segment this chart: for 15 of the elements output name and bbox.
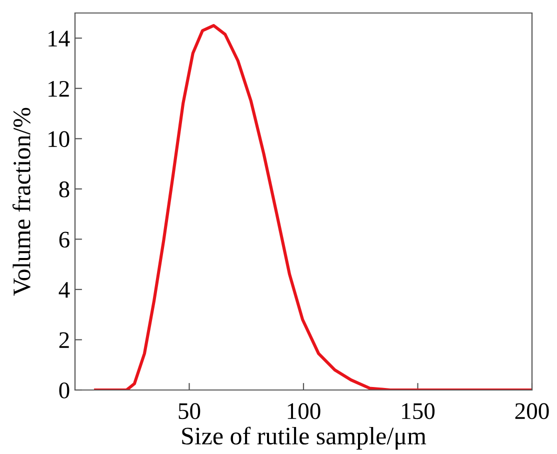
x-axis-title: Size of rutile sample/μm bbox=[182, 426, 426, 450]
y-tick-label: 4 bbox=[58, 282, 70, 298]
y-tick-label: 14 bbox=[48, 30, 70, 46]
x-tick-label: 100 bbox=[288, 403, 320, 420]
x-tick-label: 150 bbox=[402, 403, 435, 420]
y-axis-title: Volume fraction/% bbox=[12, 108, 30, 296]
y-tick-label: 10 bbox=[48, 131, 70, 148]
y-tick-label: 12 bbox=[48, 80, 69, 97]
line-series bbox=[94, 24, 532, 390]
y-tick-label: 8 bbox=[59, 181, 70, 198]
x-tick-label: 200 bbox=[515, 403, 549, 420]
y-tick-label: 0 bbox=[59, 382, 70, 398]
x-tick-label: 50 bbox=[178, 403, 200, 420]
y-tick-label: 6 bbox=[59, 232, 70, 248]
y-tick-label: 2 bbox=[59, 332, 69, 348]
